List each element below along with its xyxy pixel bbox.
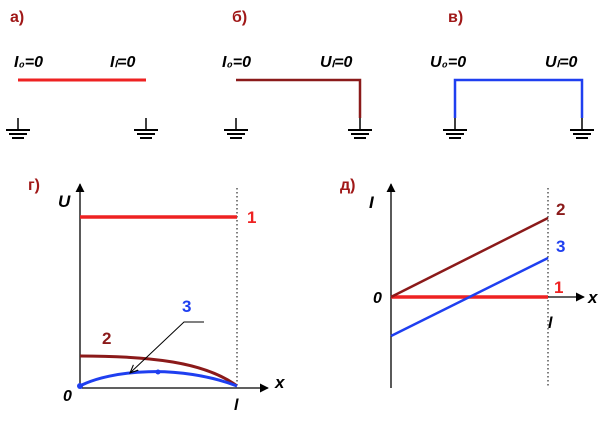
panel-d-line-2 bbox=[390, 216, 549, 299]
ground-icon bbox=[134, 118, 158, 139]
panel-g-origin-label: 0 bbox=[63, 388, 72, 405]
panel-g-curve-3-start-dot bbox=[77, 383, 83, 389]
panel-a-right-bc: Iₗ=0 bbox=[110, 54, 135, 71]
panel-d-line-2-label: 2 bbox=[556, 200, 565, 219]
panel-d-line-3-label: 3 bbox=[556, 237, 565, 256]
ground-icon bbox=[570, 118, 594, 139]
panel-a: а) I₀=0 Iₗ=0 bbox=[6, 9, 158, 139]
panel-g-curve-2-label: 2 bbox=[102, 329, 111, 348]
panel-g-curve-3-label: 3 bbox=[182, 297, 191, 316]
panel-g-pointer-arrow bbox=[130, 321, 204, 373]
panel-a-letter: а) bbox=[10, 9, 24, 26]
panel-g-end-label: l bbox=[234, 397, 239, 414]
panel-b-line bbox=[236, 78, 362, 118]
panel-v-line bbox=[453, 78, 584, 118]
ground-icon bbox=[443, 118, 467, 139]
panel-g-y-axis-label: U bbox=[58, 192, 71, 211]
panel-g-curve-3-mid-dot bbox=[155, 369, 161, 375]
panel-g-letter: г) bbox=[28, 177, 40, 194]
panel-v-right-bc: Uₗ=0 bbox=[545, 54, 578, 71]
panel-d-y-axis-label: I bbox=[369, 193, 375, 212]
panel-d-line-3 bbox=[390, 256, 549, 338]
panel-d-end-label: l bbox=[548, 315, 553, 332]
panel-b: б) I₀=0 Uₗ=0 bbox=[222, 9, 372, 139]
panel-d-origin-label: 0 bbox=[373, 290, 382, 307]
panel-g: г) U x 0 l 1 2 3 bbox=[28, 177, 286, 414]
panel-d-x-axis-label: x bbox=[587, 288, 599, 307]
panel-g-curve-3 bbox=[79, 370, 238, 388]
panel-v-letter: в) bbox=[448, 9, 463, 26]
ground-icon bbox=[6, 118, 30, 139]
panel-v-left-bc: U₀=0 bbox=[430, 54, 466, 71]
panel-a-left-bc: I₀=0 bbox=[14, 54, 43, 71]
panel-b-right-bc: Uₗ=0 bbox=[320, 54, 353, 71]
ground-icon bbox=[348, 118, 372, 139]
panel-g-x-axis-label: x bbox=[274, 373, 286, 392]
panel-g-curve-2 bbox=[79, 354, 238, 388]
panel-g-curve-1-label: 1 bbox=[247, 208, 256, 227]
panel-d-letter: д) bbox=[340, 177, 355, 194]
panel-b-left-bc: I₀=0 bbox=[222, 54, 251, 71]
panel-v: в) U₀=0 Uₗ=0 bbox=[430, 9, 594, 139]
panel-d: д) I x 0 l 1 2 3 bbox=[340, 177, 599, 388]
panel-d-line-1-label: 1 bbox=[554, 278, 563, 297]
panel-b-letter: б) bbox=[232, 9, 247, 26]
ground-icon bbox=[224, 118, 248, 139]
